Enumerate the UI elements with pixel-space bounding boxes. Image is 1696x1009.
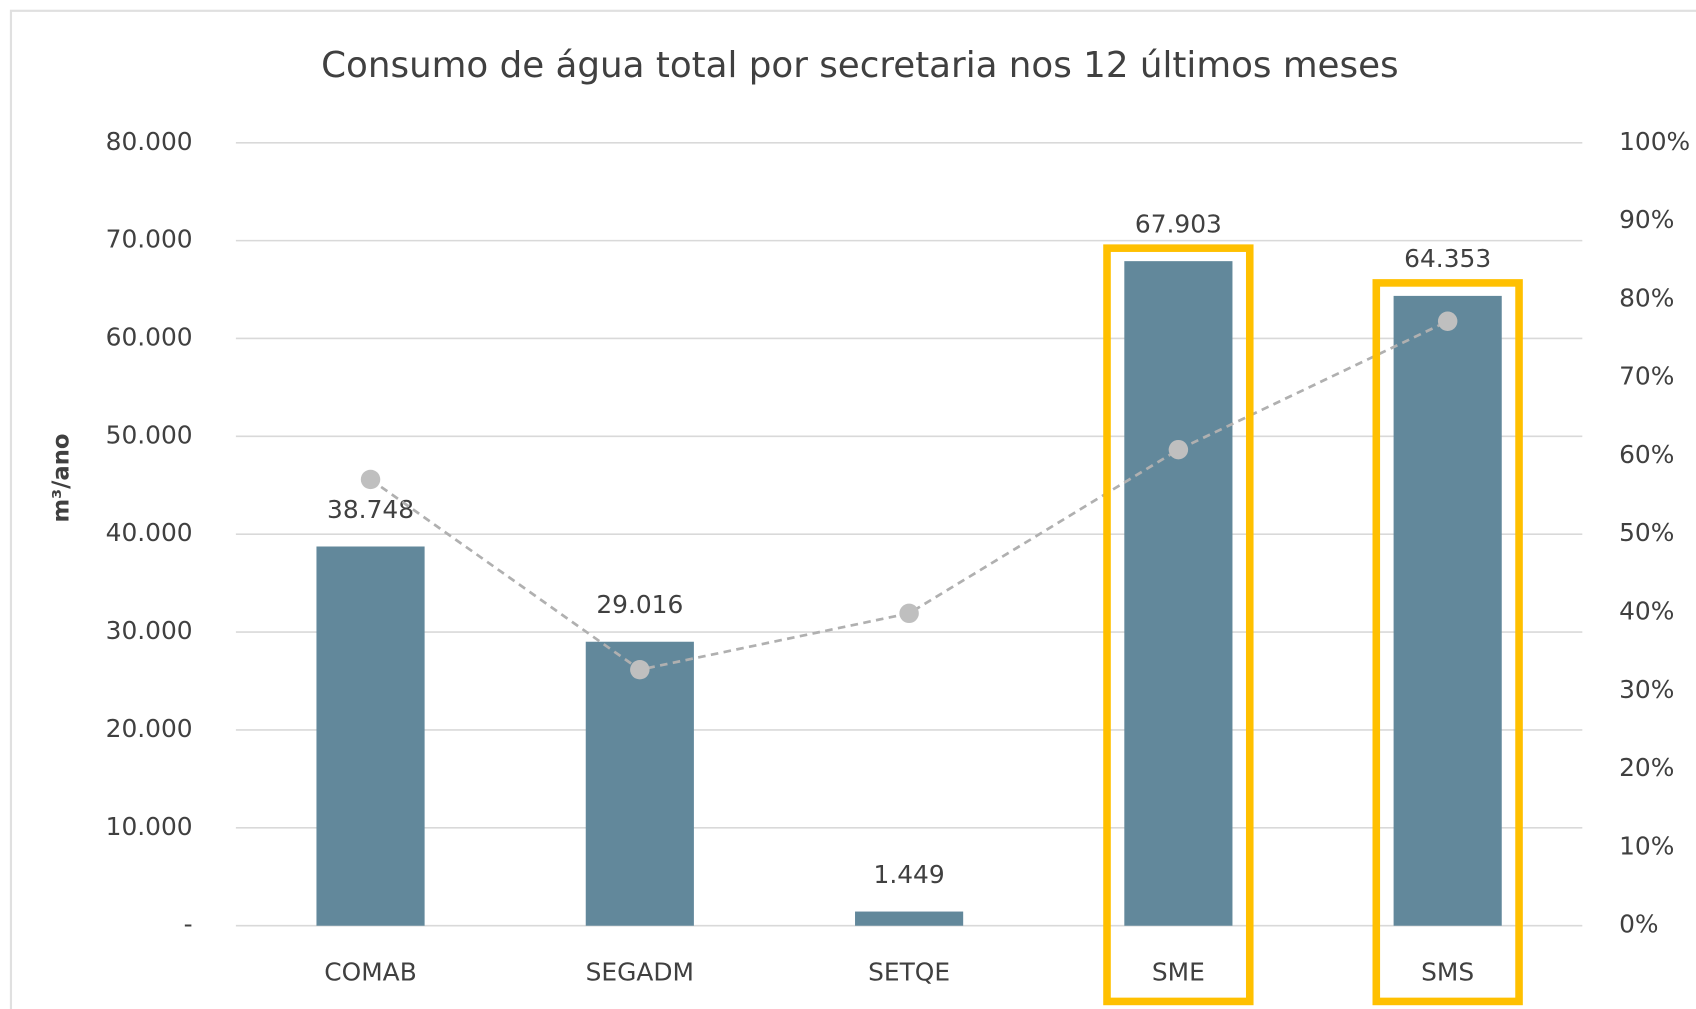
y2-tick-label: 70%: [1619, 362, 1674, 391]
chart-frame: [9, 9, 1696, 1009]
y2-tick-label: 40%: [1619, 597, 1674, 626]
line-marker: [630, 659, 650, 680]
value-label: 29.016: [596, 590, 683, 619]
line-marker: [360, 469, 381, 490]
bar: [1124, 261, 1233, 926]
y2-tick-label: 80%: [1619, 283, 1674, 312]
x-tick-label: SEGADM: [586, 957, 694, 986]
y-tick-label: 30.000: [106, 616, 193, 645]
value-label: 1.449: [874, 860, 945, 889]
y-tick-label: 60.000: [106, 322, 193, 351]
bar: [1393, 295, 1502, 926]
y2-tick-label: 90%: [1619, 205, 1674, 234]
x-tick-label: COMAB: [324, 957, 416, 986]
y-tick-label: -: [184, 910, 193, 939]
y2-tick-label: 60%: [1619, 440, 1674, 469]
x-tick-label: SMS: [1421, 957, 1474, 986]
line-marker: [899, 603, 919, 624]
line-marker: [1168, 439, 1189, 460]
y-tick-label: 50.000: [106, 420, 193, 449]
y-tick-label: 80.000: [106, 127, 193, 156]
value-label: 38.748: [327, 495, 414, 524]
y-tick-label: 10.000: [106, 812, 193, 841]
line-marker: [1437, 311, 1458, 332]
y2-tick-label: 20%: [1619, 753, 1674, 782]
bar: [855, 911, 964, 926]
y2-tick-label: 0%: [1619, 910, 1658, 939]
line: [369, 320, 1449, 672]
value-label: 67.903: [1135, 209, 1222, 238]
y-tick-label: 40.000: [106, 518, 193, 547]
value-label: 64.353: [1404, 244, 1491, 273]
y2-tick-label: 50%: [1619, 518, 1674, 547]
chart-title: Consumo de água total por secretaria nos…: [321, 45, 1398, 86]
y2-tick-label: 10%: [1619, 831, 1674, 860]
highlight-box: [1372, 279, 1523, 1006]
y-tick-label: 20.000: [106, 714, 193, 743]
x-tick-label: SME: [1152, 957, 1205, 986]
x-tick-label: SETQE: [868, 957, 950, 986]
bar: [585, 641, 694, 926]
y-axis-label: m³/ano: [48, 434, 74, 523]
y-tick-label: 70.000: [106, 225, 193, 254]
y2-tick-label: 100%: [1619, 127, 1690, 156]
bar: [316, 546, 425, 926]
highlight-box: [1103, 244, 1254, 1006]
y2-tick-label: 30%: [1619, 675, 1674, 704]
